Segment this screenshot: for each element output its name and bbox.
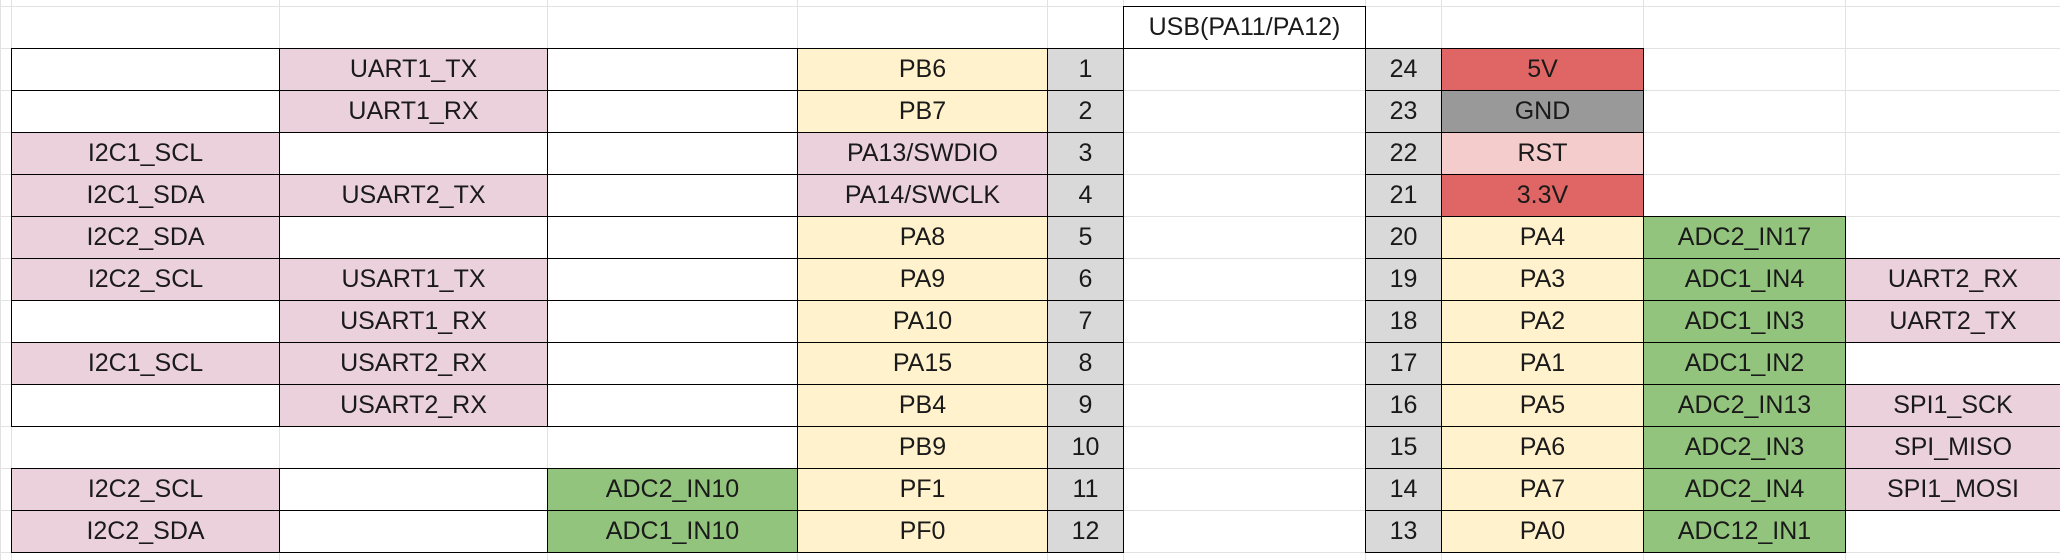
i2c-function-cell[interactable]: I2C2_SCL bbox=[11, 258, 280, 301]
adc-function-cell[interactable]: ADC12_IN1 bbox=[1643, 510, 1846, 553]
pin-number-cell[interactable]: 10 bbox=[1047, 426, 1124, 469]
peripheral-function-cell[interactable]: SPI1_SCK bbox=[1845, 384, 2060, 427]
i2c-function-cell[interactable]: I2C2_SDA bbox=[11, 216, 280, 259]
i2c-function-cell[interactable]: I2C1_SCL bbox=[11, 132, 280, 175]
gridline-vertical bbox=[0, 0, 1, 560]
port-name-cell[interactable]: PA4 bbox=[1441, 216, 1644, 259]
port-name-cell[interactable]: PA3 bbox=[1441, 258, 1644, 301]
empty-bordered-cell[interactable] bbox=[547, 300, 798, 343]
port-name-cell[interactable]: PF0 bbox=[797, 510, 1048, 553]
uart-function-cell[interactable]: USART1_RX bbox=[279, 300, 548, 343]
pin-number-cell[interactable]: 24 bbox=[1365, 48, 1442, 91]
empty-bordered-cell[interactable] bbox=[547, 174, 798, 217]
uart-function-cell[interactable]: UART1_TX bbox=[279, 48, 548, 91]
pin-number-cell[interactable]: 21 bbox=[1365, 174, 1442, 217]
uart-function-cell[interactable]: USART2_RX bbox=[279, 384, 548, 427]
pin-number-cell[interactable]: 1 bbox=[1047, 48, 1124, 91]
uart-function-cell[interactable]: USART2_RX bbox=[279, 342, 548, 385]
port-name-cell[interactable]: PA7 bbox=[1441, 468, 1644, 511]
pin-number-cell[interactable]: 8 bbox=[1047, 342, 1124, 385]
empty-bordered-cell[interactable] bbox=[547, 258, 798, 301]
pin-number-cell[interactable]: 16 bbox=[1365, 384, 1442, 427]
port-name-cell[interactable]: RST bbox=[1441, 132, 1644, 175]
peripheral-function-cell[interactable]: SPI_MISO bbox=[1845, 426, 2060, 469]
i2c-function-cell[interactable]: I2C2_SCL bbox=[11, 468, 280, 511]
port-name-cell[interactable]: PA5 bbox=[1441, 384, 1644, 427]
port-name-cell[interactable]: PA8 bbox=[797, 216, 1048, 259]
port-name-cell[interactable]: PB7 bbox=[797, 90, 1048, 133]
empty-bordered-cell[interactable] bbox=[547, 384, 798, 427]
pin-number-cell[interactable]: 2 bbox=[1047, 90, 1124, 133]
adc-function-cell[interactable]: ADC2_IN3 bbox=[1643, 426, 1846, 469]
port-name-cell[interactable]: PA15 bbox=[797, 342, 1048, 385]
gridline-horizontal bbox=[0, 6, 2060, 7]
pin-number-cell[interactable]: 7 bbox=[1047, 300, 1124, 343]
port-name-cell[interactable]: PB6 bbox=[797, 48, 1048, 91]
pin-number-cell[interactable]: 19 bbox=[1365, 258, 1442, 301]
adc-function-cell[interactable]: ADC1_IN2 bbox=[1643, 342, 1846, 385]
uart-function-cell[interactable]: USART2_TX bbox=[279, 174, 548, 217]
pin-number-cell[interactable]: 18 bbox=[1365, 300, 1442, 343]
adc-function-cell[interactable]: ADC2_IN13 bbox=[1643, 384, 1846, 427]
i2c-function-cell[interactable]: I2C1_SCL bbox=[11, 342, 280, 385]
port-name-cell[interactable]: PA14/SWCLK bbox=[797, 174, 1048, 217]
port-name-cell[interactable]: PA10 bbox=[797, 300, 1048, 343]
pin-number-cell[interactable]: 14 bbox=[1365, 468, 1442, 511]
uart-function-cell[interactable]: USART1_TX bbox=[279, 258, 548, 301]
adc-function-cell[interactable]: ADC2_IN10 bbox=[547, 468, 798, 511]
empty-bordered-cell[interactable] bbox=[11, 384, 280, 427]
adc-function-cell[interactable]: ADC1_IN10 bbox=[547, 510, 798, 553]
usb-header-cell[interactable]: USB(PA11/PA12) bbox=[1123, 6, 1366, 49]
port-name-cell[interactable]: 3.3V bbox=[1441, 174, 1644, 217]
empty-bordered-cell[interactable] bbox=[11, 48, 280, 91]
empty-bordered-cell[interactable] bbox=[11, 90, 280, 133]
pin-number-cell[interactable]: 17 bbox=[1365, 342, 1442, 385]
port-name-cell[interactable]: PB4 bbox=[797, 384, 1048, 427]
port-name-cell[interactable]: PA2 bbox=[1441, 300, 1644, 343]
port-name-cell[interactable]: PB9 bbox=[797, 426, 1048, 469]
port-name-cell[interactable]: PA0 bbox=[1441, 510, 1644, 553]
empty-bordered-cell[interactable] bbox=[11, 300, 280, 343]
empty-bordered-cell[interactable] bbox=[279, 132, 548, 175]
pin-number-cell[interactable]: 13 bbox=[1365, 510, 1442, 553]
pin-number-cell[interactable]: 6 bbox=[1047, 258, 1124, 301]
pin-number-cell[interactable]: 23 bbox=[1365, 90, 1442, 133]
empty-bordered-cell[interactable] bbox=[547, 342, 798, 385]
adc-function-cell[interactable]: ADC1_IN3 bbox=[1643, 300, 1846, 343]
peripheral-function-cell[interactable]: SPI1_MOSI bbox=[1845, 468, 2060, 511]
i2c-function-cell[interactable]: I2C1_SDA bbox=[11, 174, 280, 217]
pin-number-cell[interactable]: 9 bbox=[1047, 384, 1124, 427]
adc-function-cell[interactable]: ADC1_IN4 bbox=[1643, 258, 1846, 301]
pin-number-cell[interactable]: 5 bbox=[1047, 216, 1124, 259]
pin-number-cell[interactable]: 22 bbox=[1365, 132, 1442, 175]
uart-function-cell[interactable]: UART1_RX bbox=[279, 90, 548, 133]
pin-number-cell[interactable]: 4 bbox=[1047, 174, 1124, 217]
port-name-cell[interactable]: PF1 bbox=[797, 468, 1048, 511]
pin-number-cell[interactable]: 15 bbox=[1365, 426, 1442, 469]
pin-number-cell[interactable]: 3 bbox=[1047, 132, 1124, 175]
peripheral-function-cell[interactable]: UART2_RX bbox=[1845, 258, 2060, 301]
i2c-function-cell[interactable]: I2C2_SDA bbox=[11, 510, 280, 553]
peripheral-function-cell[interactable]: UART2_TX bbox=[1845, 300, 2060, 343]
adc-function-cell[interactable]: ADC2_IN17 bbox=[1643, 216, 1846, 259]
port-name-cell[interactable]: GND bbox=[1441, 90, 1644, 133]
empty-bordered-cell[interactable] bbox=[279, 468, 548, 511]
port-name-cell[interactable]: PA9 bbox=[797, 258, 1048, 301]
empty-bordered-cell[interactable] bbox=[279, 216, 548, 259]
adc-function-cell[interactable]: ADC2_IN4 bbox=[1643, 468, 1846, 511]
empty-bordered-cell[interactable] bbox=[279, 510, 548, 553]
port-name-cell[interactable]: PA13/SWDIO bbox=[797, 132, 1048, 175]
empty-bordered-cell[interactable] bbox=[547, 48, 798, 91]
pin-number-cell[interactable]: 11 bbox=[1047, 468, 1124, 511]
port-name-cell[interactable]: PA1 bbox=[1441, 342, 1644, 385]
port-name-cell[interactable]: 5V bbox=[1441, 48, 1644, 91]
port-name-cell[interactable]: PA6 bbox=[1441, 426, 1644, 469]
empty-bordered-cell[interactable] bbox=[547, 90, 798, 133]
pin-number-cell[interactable]: 20 bbox=[1365, 216, 1442, 259]
pin-number-cell[interactable]: 12 bbox=[1047, 510, 1124, 553]
